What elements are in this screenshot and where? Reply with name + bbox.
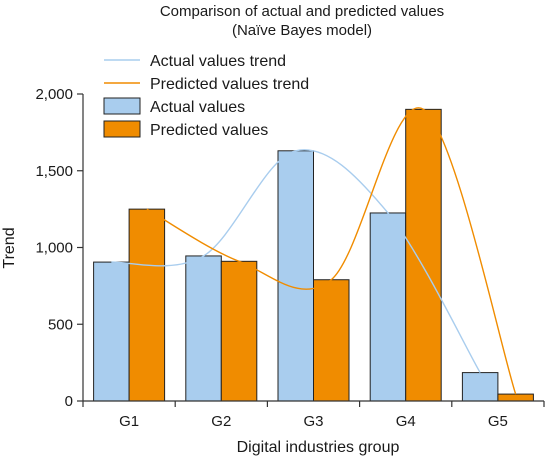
x-axis-label: Digital industries group [237,439,400,456]
x-tick-label: G5 [488,413,508,430]
legend-swatch-box [103,120,141,138]
x-ticks: G1 G2 G3 G4 G5 [82,401,545,430]
predicted-trend-line [146,107,517,395]
trends-layer [111,107,517,395]
bar-predicted-g2 [220,260,258,402]
bar-predicted-g5 [497,393,534,402]
x-tick-label: G3 [303,413,323,430]
bar-actual-g1 [93,261,130,402]
x-tick-label: G1 [119,413,139,430]
bars-layer [93,108,534,402]
legend-label: Predicted values [150,122,268,139]
x-tick-label: G2 [211,413,231,430]
x-tick-label: G4 [396,413,416,430]
y-tick-label: 1,000 [35,240,73,257]
y-tick-label: 2,000 [35,86,73,103]
legend: Actual values trend Predicted values tren… [103,53,309,139]
y-axis-label: Trend [1,227,18,268]
y-tick-label: 500 [48,316,73,333]
legend-label: Actual values trend [150,53,286,70]
y-ticks: 0 500 1,000 1,500 2,000 [35,86,83,410]
bar-predicted-g4 [405,108,442,402]
chart-subtitle: (Naïve Bayes model) [232,22,372,39]
bar-actual-g2 [185,255,222,402]
legend-label: Predicted values trend [150,76,309,93]
y-tick-label: 0 [65,393,73,410]
bar-predicted-g3 [313,279,350,402]
actual-trend-line [111,149,481,373]
legend-swatch-box [103,97,141,115]
bar-predicted-g1 [128,208,166,402]
bar-actual-g3 [277,150,314,402]
bar-actual-g4 [369,212,407,402]
y-tick-label: 1,500 [35,163,73,180]
bar-actual-g5 [461,372,499,402]
legend-label: Actual values [150,99,245,116]
chart-title: Comparison of actual and predicted value… [160,3,444,20]
